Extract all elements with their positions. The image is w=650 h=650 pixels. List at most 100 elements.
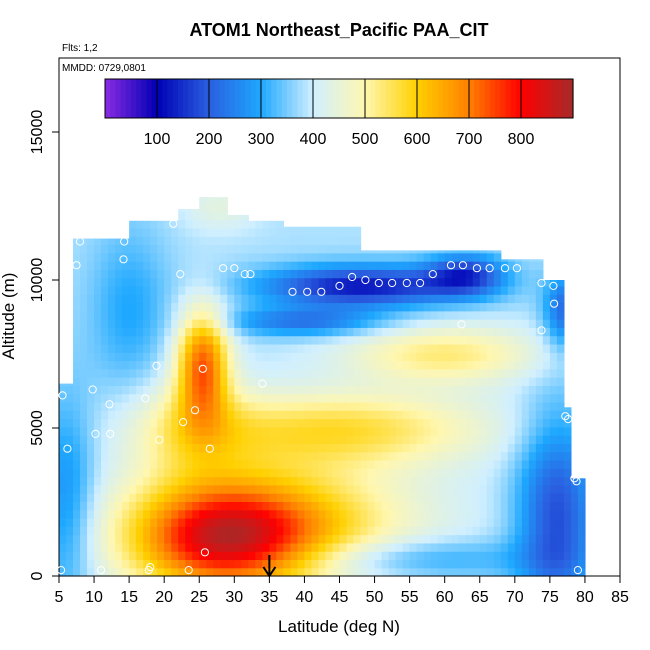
- heatmap-cell: [248, 327, 256, 337]
- heatmap-cell: [241, 252, 249, 262]
- heatmap-cell: [122, 277, 130, 287]
- heatmap-cell: [514, 277, 523, 287]
- heatmap-cell: [465, 534, 474, 544]
- heatmap-cell: [563, 493, 572, 503]
- heatmap-cell: [269, 327, 277, 337]
- heatmap-cell: [325, 493, 334, 503]
- heatmap-cell: [171, 277, 179, 287]
- heatmap-cell: [171, 385, 179, 395]
- heatmap-cell: [136, 501, 144, 511]
- heatmap-cell: [290, 319, 299, 328]
- heatmap-cell: [493, 567, 502, 577]
- heatmap-cell: [556, 501, 565, 511]
- heatmap-cell: [325, 542, 334, 552]
- sample-point: [155, 435, 164, 444]
- heatmap-cell: [346, 418, 355, 428]
- heatmap-cell: [416, 542, 425, 552]
- heatmap-cell: [192, 435, 200, 444]
- heatmap-cell: [493, 501, 502, 511]
- heatmap-cell: [297, 435, 306, 444]
- heatmap-cell: [234, 360, 242, 370]
- heatmap-cell: [458, 319, 467, 328]
- heatmap-cells: [59, 197, 586, 577]
- heatmap-cell: [164, 484, 172, 494]
- heatmap-cell: [87, 269, 95, 279]
- heatmap-cell: [213, 501, 221, 511]
- heatmap-cell: [115, 269, 123, 279]
- heatmap-cell: [143, 476, 151, 486]
- heatmap-cell: [360, 352, 369, 362]
- heatmap-cell: [87, 343, 95, 353]
- heatmap-cell: [381, 459, 390, 469]
- heatmap-cell: [493, 451, 502, 461]
- heatmap-cell: [451, 385, 460, 395]
- heatmap-cell: [402, 401, 411, 411]
- heatmap-cell: [444, 559, 453, 569]
- heatmap-cell: [178, 335, 186, 345]
- colorbar-segment: [349, 79, 356, 118]
- heatmap-cell: [479, 551, 488, 561]
- heatmap-cell: [360, 393, 369, 403]
- heatmap-cell: [178, 219, 186, 229]
- heatmap-cell: [136, 476, 144, 486]
- heatmap-cell: [535, 443, 544, 453]
- heatmap-cell: [325, 401, 334, 411]
- heatmap-cell: [143, 468, 151, 478]
- heatmap-cell: [213, 517, 221, 527]
- heatmap-cell: [304, 327, 313, 337]
- heatmap-cell: [311, 551, 320, 561]
- heatmap-cell: [115, 343, 123, 353]
- heatmap-cell: [248, 343, 256, 353]
- heatmap-cell: [262, 252, 270, 262]
- heatmap-cell: [199, 542, 207, 552]
- heatmap-cell: [122, 393, 130, 403]
- heatmap-cell: [423, 294, 432, 304]
- heatmap-cell: [101, 377, 109, 386]
- heatmap-cell: [542, 443, 551, 453]
- heatmap-cell: [213, 310, 221, 320]
- heatmap-cell: [353, 377, 362, 386]
- heatmap-cell: [143, 393, 151, 403]
- x-tick-label: 55: [401, 589, 419, 606]
- heatmap-cell: [157, 377, 165, 386]
- colorbar-segment: [203, 79, 210, 118]
- heatmap-cell: [94, 459, 102, 469]
- heatmap-cell: [73, 476, 81, 486]
- heatmap-cell: [437, 526, 446, 536]
- colorbar-tick-label: 700: [456, 131, 483, 148]
- heatmap-cell: [367, 377, 376, 386]
- heatmap-cell: [283, 443, 292, 453]
- heatmap-cell: [437, 352, 446, 362]
- heatmap-cell: [472, 484, 481, 494]
- x-tick-label: 70: [506, 589, 524, 606]
- heatmap-cell: [297, 534, 306, 544]
- heatmap-cell: [248, 401, 256, 411]
- heatmap-cell: [360, 559, 369, 569]
- heatmap-cell: [556, 551, 565, 561]
- heatmap-cell: [192, 534, 200, 544]
- heatmap-cell: [192, 277, 200, 287]
- heatmap-cell: [486, 352, 495, 362]
- heatmap-cell: [549, 360, 558, 370]
- heatmap-cell: [374, 459, 383, 469]
- heatmap-cell: [248, 269, 256, 279]
- heatmap-cell: [136, 551, 144, 561]
- heatmap-cell: [178, 567, 186, 577]
- heatmap-cell: [367, 459, 376, 469]
- heatmap-cell: [479, 501, 488, 511]
- heatmap-cell: [283, 327, 292, 337]
- heatmap-cell: [108, 277, 116, 287]
- heatmap-cell: [360, 526, 369, 536]
- heatmap-cell: [570, 559, 579, 569]
- heatmap-cell: [185, 277, 193, 287]
- heatmap-cell: [220, 443, 228, 453]
- heatmap-cell: [227, 459, 235, 469]
- heatmap-cell: [416, 559, 425, 569]
- heatmap-cell: [192, 335, 200, 345]
- heatmap-cell: [269, 393, 277, 403]
- heatmap-cell: [227, 327, 235, 337]
- heatmap-cell: [318, 426, 327, 436]
- heatmap-cell: [73, 418, 81, 428]
- heatmap-cell: [360, 517, 369, 527]
- heatmap-cell: [416, 360, 425, 370]
